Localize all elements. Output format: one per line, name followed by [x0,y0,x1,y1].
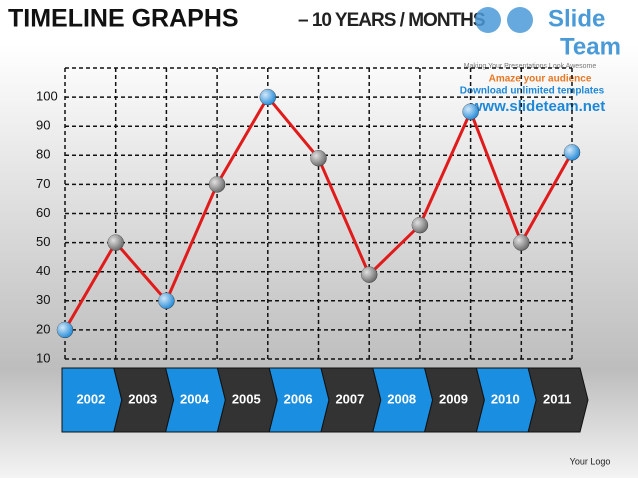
timeline-label: 2007 [335,391,364,406]
subtitle: – 10 YEARS / MONTHS [298,10,485,31]
timeline-label: 2006 [284,391,313,406]
logo-text: Slide [548,5,605,32]
y-tick-label: 60 [36,205,50,220]
timeline-label: 2011 [543,391,571,406]
y-tick-label: 20 [36,321,50,336]
timeline-label: 2004 [180,391,210,406]
promo: Download unlimited templates [460,86,605,97]
y-tick-label: 40 [36,263,50,278]
promo: www.slideteam.net [470,98,605,115]
timeline-label: 2005 [232,391,261,406]
point-shine [259,89,276,106]
y-tick-label: 100 [36,89,58,104]
timeline-label: 2002 [76,391,105,406]
your-logo: Your Logo [570,456,611,466]
title: TIMELINE GRAPHS [8,5,239,33]
y-tick-label: 90 [36,118,50,133]
timeline-label: 2009 [439,391,468,406]
logo-icon [475,7,501,33]
y-tick-label: 10 [36,350,50,365]
point-shine [564,144,580,161]
logo-icon [507,7,533,33]
timeline-label: 2008 [387,391,416,406]
timeline-label: 2003 [128,391,157,406]
y-tick-label: 70 [36,176,50,191]
y-tick-label: 80 [36,147,50,162]
point-shine [209,176,226,193]
timeline-label: 2010 [491,391,520,406]
y-tick-label: 50 [36,234,50,249]
point-shine [310,150,327,167]
point-shine [411,217,428,234]
point-shine [361,266,378,283]
point-shine [462,103,479,120]
promo: Amaze your audience [489,74,592,85]
point-shine [57,321,73,338]
logo-text: Team [560,33,621,60]
point-shine [513,234,530,251]
point-shine [158,292,175,309]
point-shine [107,234,124,251]
y-tick-label: 30 [36,292,50,307]
timeline-arrow [527,367,589,433]
plot: 10 20 30 40 50 60 70 80 90 100 2002 2003 2004 2005 200… [36,67,589,433]
tagline: Making Your Presentations Look Awesome [464,63,597,70]
